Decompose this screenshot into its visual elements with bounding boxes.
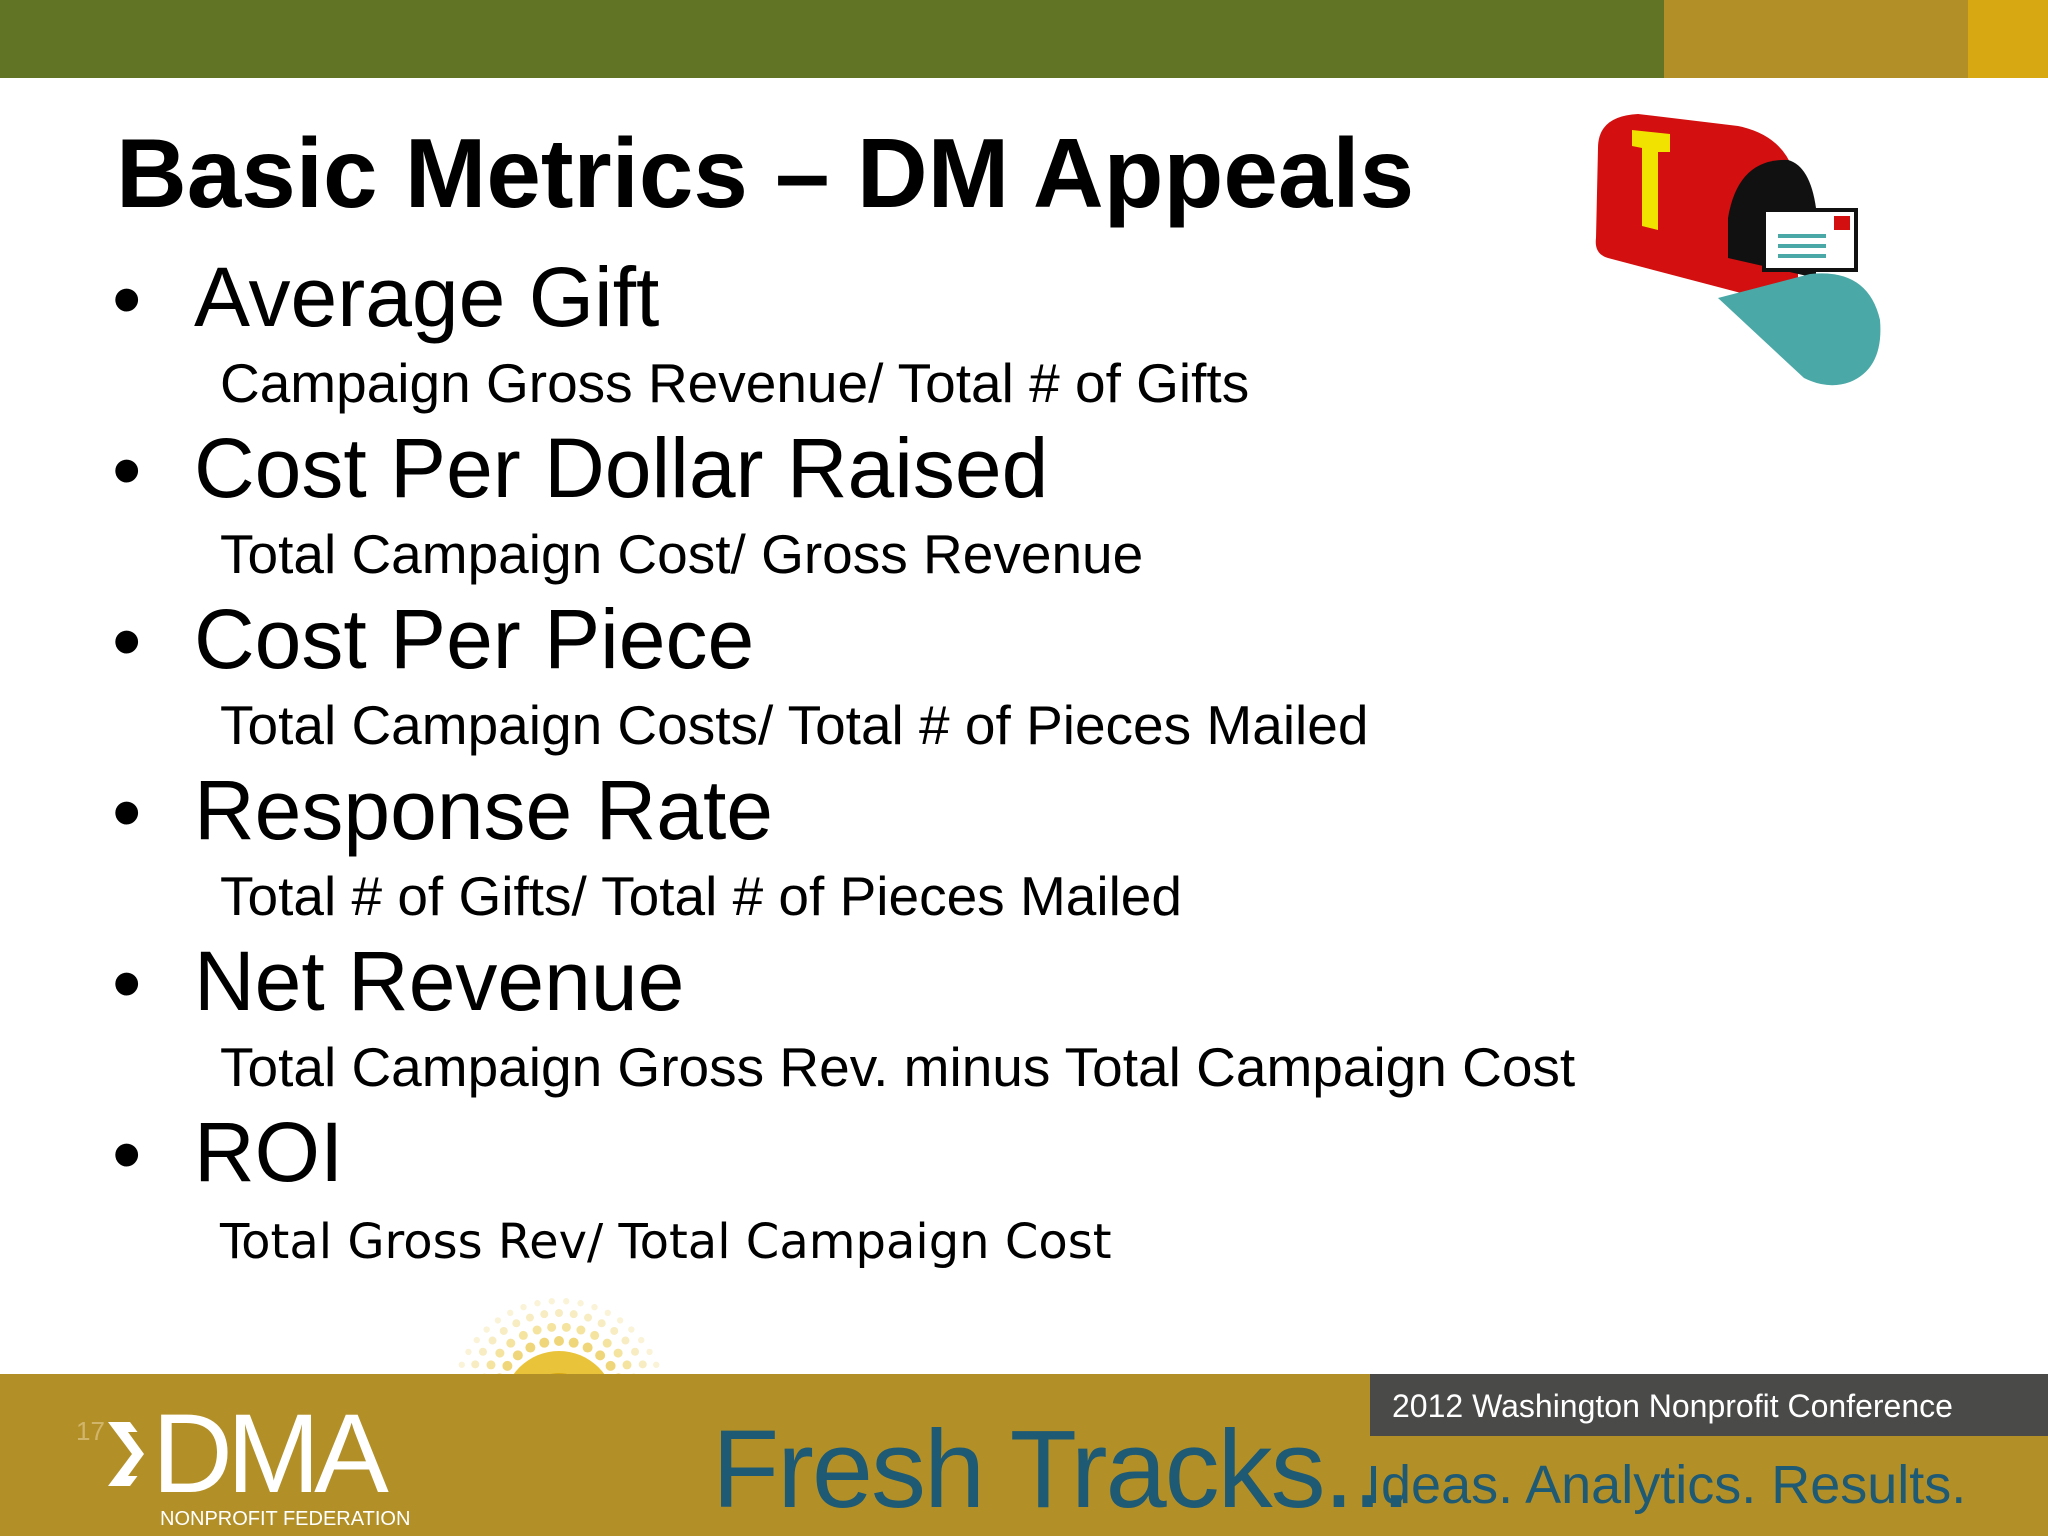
sun-dot xyxy=(613,1348,623,1358)
metric-formula: Campaign Gross Revenue/ Total # of Gifts xyxy=(220,352,1250,414)
metric-name: Average Gift xyxy=(194,250,660,344)
sun-dot xyxy=(621,1336,630,1345)
sun-dot xyxy=(605,1360,616,1371)
bullet-icon: • xyxy=(112,423,142,517)
mailbox-icon xyxy=(1588,108,1888,398)
metric-name: Cost Per Dollar Raised xyxy=(194,421,1049,515)
metric-item: • Net Revenue Total Campaign Gross Rev. … xyxy=(112,936,1812,1107)
metric-item: • Cost Per Dollar Raised Total Campaign … xyxy=(112,423,1812,594)
sun-dot xyxy=(646,1348,653,1356)
bullet-icon: • xyxy=(112,936,142,1030)
top-band-green xyxy=(0,0,1664,78)
sun-dot xyxy=(499,1326,508,1335)
sun-dot xyxy=(590,1330,600,1340)
conference-bar xyxy=(1370,1374,2048,1436)
sun-dot xyxy=(610,1326,619,1335)
sun-dot xyxy=(494,1317,502,1324)
sun-dot xyxy=(582,1342,593,1353)
bullet-icon: • xyxy=(112,1107,142,1201)
slide-title: Basic Metrics – DM Appeals xyxy=(116,118,1415,228)
sun-dot xyxy=(555,1309,563,1317)
sun-dot xyxy=(554,1336,564,1346)
metric-formula: Total Gross Rev/ Total Campaign Cost xyxy=(220,1214,1112,1270)
sun-dot xyxy=(518,1330,528,1340)
bullet-icon: • xyxy=(112,252,142,346)
sun-dot xyxy=(563,1298,570,1305)
metric-item: • Average Gift Campaign Gross Revenue/ T… xyxy=(112,252,1812,423)
slide-number: 17 xyxy=(76,1416,105,1446)
sun-dot xyxy=(539,1337,550,1348)
sun-dot xyxy=(616,1317,624,1324)
top-band-olive xyxy=(1664,0,1968,78)
sun-dot xyxy=(534,1300,541,1307)
metrics-list: • Average Gift Campaign Gross Revenue/ T… xyxy=(112,252,1812,1278)
sun-dot xyxy=(638,1360,647,1369)
sun-dot xyxy=(520,1303,527,1311)
logo-wordmark: DMA xyxy=(152,1391,389,1516)
footer-banner: 2012 Washington Nonprofit Conference Fre… xyxy=(0,1374,2048,1536)
sun-dot xyxy=(486,1360,496,1370)
sun-dot xyxy=(569,1310,578,1319)
brand-name: Fresh Tracks... xyxy=(712,1408,1411,1531)
sun-dot xyxy=(628,1326,635,1333)
sun-dot xyxy=(532,1325,542,1335)
sun-dot xyxy=(525,1342,536,1353)
sun-dot xyxy=(602,1338,612,1348)
sun-dot xyxy=(653,1361,660,1368)
sun-dot xyxy=(495,1348,505,1358)
sun-dot xyxy=(597,1319,606,1328)
metric-formula: Total # of Gifts/ Total # of Pieces Mail… xyxy=(220,865,1182,927)
sun-dot xyxy=(488,1336,497,1345)
top-band-gold xyxy=(1968,0,2048,78)
sun-dot xyxy=(473,1336,480,1344)
logo-subtext: NONPROFIT FEDERATION xyxy=(160,1508,411,1530)
sun-dot xyxy=(584,1313,593,1322)
sun-dot xyxy=(577,1300,584,1307)
dma-logo: DMA NONPROFIT FEDERATION xyxy=(104,1391,424,1530)
sun-dot xyxy=(547,1322,557,1332)
metric-name: ROI xyxy=(194,1105,344,1199)
sun-dot xyxy=(506,1338,516,1348)
top-color-band xyxy=(0,0,2048,78)
sun-dot xyxy=(483,1326,490,1333)
sun-dot xyxy=(568,1337,579,1348)
brand-tagline: Ideas. Analytics. Results. xyxy=(1366,1455,1967,1515)
metric-item: • Cost Per Piece Total Campaign Costs/ T… xyxy=(112,594,1812,765)
metric-formula: Total Campaign Costs/ Total # of Pieces … xyxy=(220,694,1369,756)
metric-item: • Response Rate Total # of Gifts/ Total … xyxy=(112,765,1812,936)
sun-dot xyxy=(507,1309,514,1317)
sun-dot xyxy=(631,1347,640,1356)
sun-dot xyxy=(512,1350,523,1361)
sun-dot xyxy=(561,1322,571,1332)
sun-dot xyxy=(458,1361,465,1368)
double-chevron-icon xyxy=(108,1422,156,1486)
sun-dot xyxy=(540,1310,549,1319)
sun-dot xyxy=(525,1313,534,1322)
metric-name: Cost Per Piece xyxy=(194,592,755,686)
metric-name: Net Revenue xyxy=(194,934,685,1028)
sun-dot xyxy=(638,1336,645,1344)
sun-dot xyxy=(478,1347,487,1356)
metric-item: • ROI Total Gross Rev/ Total Campaign Co… xyxy=(112,1107,1812,1278)
bullet-icon: • xyxy=(112,765,142,859)
sun-dot xyxy=(604,1309,611,1317)
conference-name: 2012 Washington Nonprofit Conference xyxy=(1392,1388,1953,1424)
sun-dot xyxy=(622,1360,632,1370)
sun-dot xyxy=(512,1319,521,1328)
metric-name: Response Rate xyxy=(194,763,774,857)
metric-formula: Total Campaign Gross Rev. minus Total Ca… xyxy=(220,1036,1576,1098)
sun-dot xyxy=(502,1360,513,1371)
sun-dot xyxy=(591,1303,598,1311)
sun-dot xyxy=(548,1298,555,1305)
sun-dot xyxy=(471,1360,480,1369)
sun-dot xyxy=(576,1325,586,1335)
bullet-icon: • xyxy=(112,594,142,688)
sun-dot xyxy=(465,1348,472,1356)
metric-formula: Total Campaign Cost/ Gross Revenue xyxy=(220,523,1144,585)
sun-dot xyxy=(595,1350,606,1361)
